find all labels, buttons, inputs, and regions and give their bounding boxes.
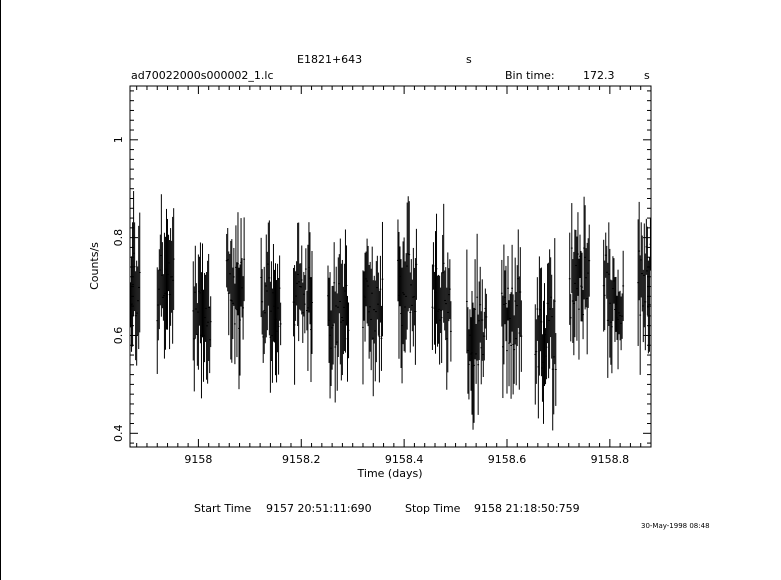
axis-tick-labels: 9158 9158.2 9158.4 9158.6 9158.8 0.4 0.6 0.8 1 — [112, 136, 629, 466]
y-tick-label: 0.4 — [112, 425, 125, 443]
source-name: E1821+643 — [297, 53, 363, 66]
y-tick-label: 1 — [112, 136, 125, 143]
y-tick-label: 0.6 — [112, 327, 125, 345]
stop-time-value: 9158 21:18:50:759 — [474, 502, 580, 515]
y-tick-label: 0.8 — [112, 229, 125, 247]
filename: ad70022000s000002_1.lc — [131, 69, 274, 82]
start-time-value: 9157 20:51:11:690 — [266, 502, 372, 515]
y-axis-label: Counts/s — [88, 242, 101, 290]
x-tick-label: 9158.4 — [385, 453, 424, 466]
stop-time-label: Stop Time — [405, 502, 461, 515]
bin-time-label: Bin time: — [505, 69, 555, 82]
data-error-bars — [129, 191, 652, 431]
start-time-label: Start Time — [194, 502, 252, 515]
bin-time-value: 172.3 — [583, 69, 615, 82]
x-tick-label: 9158 — [184, 453, 212, 466]
x-tick-label: 9158.8 — [591, 453, 630, 466]
date-stamp: 30-May-1998 08:48 — [641, 522, 710, 530]
x-axis-label: Time (days) — [357, 467, 423, 480]
bin-time-unit: s — [644, 69, 650, 82]
x-tick-label: 9158.2 — [282, 453, 321, 466]
x-tick-label: 9158.6 — [488, 453, 527, 466]
window-left-border — [0, 0, 1, 580]
source-unit: s — [466, 53, 472, 66]
